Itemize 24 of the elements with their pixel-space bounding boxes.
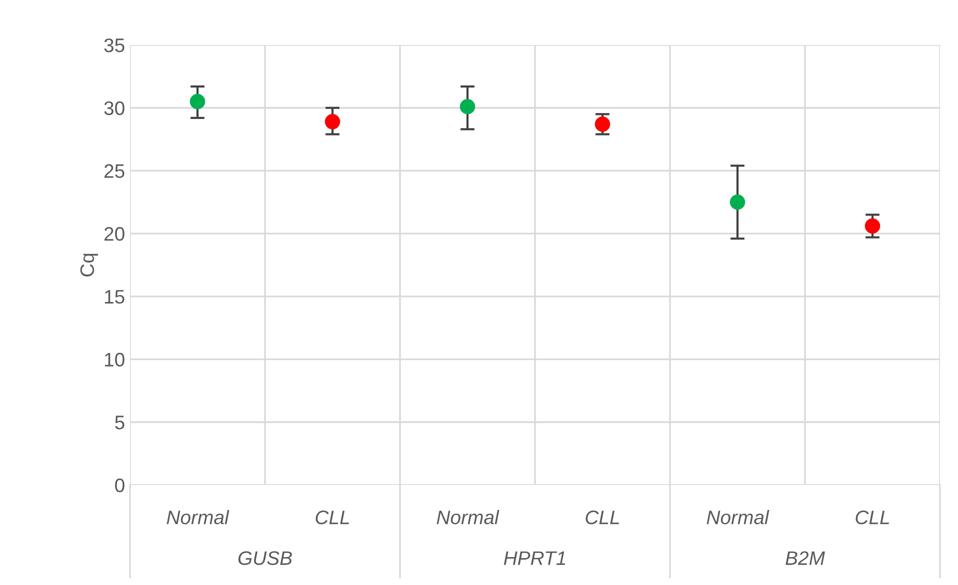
point xyxy=(460,98,476,114)
x-tick-label: Normal xyxy=(166,510,230,524)
y-tick-label: 10 xyxy=(104,352,124,367)
y-tick-label: 0 xyxy=(115,478,124,492)
y-tick-label: 15 xyxy=(104,290,124,304)
text: B2M xyxy=(786,551,825,565)
y-axis-title: Cq xyxy=(80,254,98,276)
y-tick-label: 25 xyxy=(104,164,124,178)
point xyxy=(190,94,206,110)
y-tick-label: 30 xyxy=(104,101,124,116)
y-tick-label: 35 xyxy=(104,38,124,52)
x-tick-label: Normal xyxy=(706,510,770,524)
point xyxy=(864,218,880,234)
y-tick-label: 20 xyxy=(104,227,124,241)
point xyxy=(730,194,746,210)
x-tick-label: CLL xyxy=(316,510,349,524)
text: GUSB xyxy=(238,551,292,566)
text: HPRT1 xyxy=(504,551,566,565)
x-tick-label: CLL xyxy=(856,510,889,524)
y-tick-label: 5 xyxy=(115,416,124,430)
point xyxy=(594,116,610,132)
x-tick-label: Normal xyxy=(436,510,500,524)
point xyxy=(324,114,340,130)
x-tick-label: CLL xyxy=(586,510,619,524)
